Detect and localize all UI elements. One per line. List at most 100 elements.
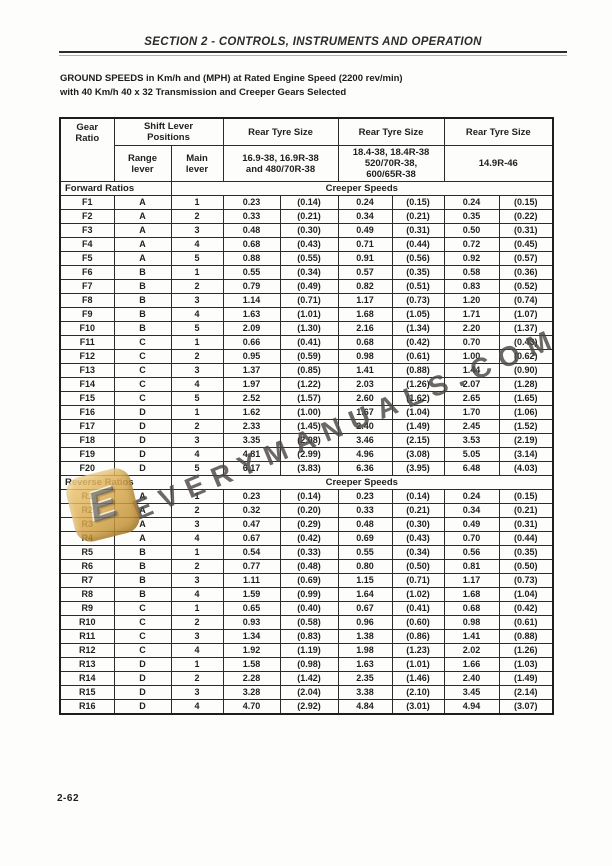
kmh-cell: 6.36 — [337, 461, 393, 476]
range-cell: C — [113, 629, 172, 644]
mph-cell: (0.61) — [391, 349, 445, 364]
main-cell: 1 — [170, 195, 224, 210]
kmh-cell: 0.33 — [337, 503, 393, 518]
mph-cell: (0.86) — [391, 629, 445, 644]
gear-cell: R5 — [59, 545, 115, 560]
forward-rows-body: F1 A 1 0.23 (0.14) 0.24 (0.15) 0.24 (0.15) F2 A 2 0.… — [59, 195, 554, 476]
kmh-cell: 0.81 — [443, 559, 500, 574]
main-cell: 1 — [170, 657, 224, 672]
mph-cell: (0.51) — [391, 279, 445, 294]
main-cell: 3 — [170, 433, 224, 448]
mph-cell: (1.03) — [498, 657, 554, 672]
range-cell: D — [113, 447, 172, 462]
gear-cell: F11 — [59, 335, 115, 350]
rear-tyre-size-header-1: Rear Tyre Size — [222, 117, 339, 146]
mph-cell: (1.49) — [498, 671, 554, 686]
kmh-cell: 3.53 — [443, 433, 500, 448]
kmh-cell: 0.98 — [337, 349, 393, 364]
mph-cell: (1.34) — [391, 321, 445, 336]
reverse-table-row: R5 B 1 0.54 (0.33) 0.55 (0.34) 0.56 (0.35) — [59, 545, 554, 560]
mph-cell: (3.07) — [498, 699, 554, 715]
mph-cell: (1.57) — [279, 391, 339, 406]
kmh-cell: 6.48 — [443, 461, 500, 476]
gear-cell: F1 — [59, 195, 115, 210]
reverse-table-row: R12 C 4 1.92 (1.19) 1.98 (1.23) 2.02 (1.26) — [59, 643, 554, 658]
main-cell: 3 — [170, 573, 224, 588]
kmh-cell: 3.28 — [222, 685, 281, 700]
mph-cell: (3.14) — [498, 447, 554, 462]
kmh-cell: 0.92 — [443, 251, 500, 266]
kmh-cell: 2.40 — [443, 671, 500, 686]
mph-cell: (1.46) — [391, 671, 445, 686]
main-cell: 2 — [170, 209, 224, 224]
creeper-speeds-label-forward: Creeper Speeds — [170, 181, 554, 196]
kmh-cell: 2.09 — [222, 321, 281, 336]
reverse-table-row: R15 D 3 3.28 (2.04) 3.38 (2.10) 3.45 (2.14) — [59, 685, 554, 700]
kmh-cell: 1.97 — [222, 377, 281, 392]
kmh-cell: 4.96 — [337, 447, 393, 462]
gear-ratio-header: Gear Ratio — [59, 117, 115, 182]
gear-cell: F18 — [59, 433, 115, 448]
gear-cell: R10 — [59, 615, 115, 630]
mph-cell: (0.21) — [391, 503, 445, 518]
range-cell: D — [113, 657, 172, 672]
range-cell: C — [113, 391, 172, 406]
forward-table-row: F14 C 4 1.97 (1.22) 2.03 (1.26) 2.07 (1.28) — [59, 377, 554, 392]
mph-cell: (0.34) — [391, 545, 445, 560]
mph-cell: (0.15) — [391, 195, 445, 210]
kmh-cell: 3.38 — [337, 685, 393, 700]
kmh-cell: 1.15 — [337, 573, 393, 588]
mph-cell: (1.01) — [391, 657, 445, 672]
kmh-cell: 1.41 — [337, 363, 393, 378]
mph-cell: (1.07) — [498, 307, 554, 322]
range-cell: B — [113, 321, 172, 336]
mph-cell: (0.69) — [279, 573, 339, 588]
main-cell: 3 — [170, 685, 224, 700]
main-cell: 4 — [170, 531, 224, 546]
mph-cell: (0.14) — [279, 489, 339, 504]
kmh-cell: 2.33 — [222, 419, 281, 434]
gear-cell: F3 — [59, 223, 115, 238]
reverse-table-row: R13 D 1 1.58 (0.98) 1.63 (1.01) 1.66 (1.03) — [59, 657, 554, 672]
title-line-1: GROUND SPEEDS in Km/h and (MPH) at Rated… — [60, 73, 403, 84]
main-cell: 1 — [170, 601, 224, 616]
mph-cell: (0.44) — [391, 237, 445, 252]
range-cell: D — [113, 419, 172, 434]
forward-table-row: F16 D 1 1.62 (1.00) 1.67 (1.04) 1.70 (1.06) — [59, 405, 554, 420]
mph-cell: (0.42) — [391, 335, 445, 350]
main-cell: 1 — [170, 545, 224, 560]
gear-cell: F13 — [59, 363, 115, 378]
kmh-cell: 2.20 — [443, 321, 500, 336]
kmh-cell: 0.93 — [222, 615, 281, 630]
kmh-cell: 1.34 — [222, 629, 281, 644]
mph-cell: (1.19) — [279, 643, 339, 658]
main-cell: 4 — [170, 699, 224, 715]
forward-table-row: F2 A 2 0.33 (0.21) 0.34 (0.21) 0.35 (0.22) — [59, 209, 554, 224]
mph-cell: (0.33) — [279, 545, 339, 560]
header-row-2: Range lever Main lever 16.9-38, 16.9R-38… — [60, 145, 554, 182]
mph-cell: (2.10) — [391, 685, 445, 700]
mph-cell: (0.56) — [391, 251, 445, 266]
kmh-cell: 0.98 — [443, 615, 500, 630]
gear-cell: R12 — [59, 643, 115, 658]
range-cell: C — [113, 615, 172, 630]
gear-cell: F10 — [59, 321, 115, 336]
header-row-1: Gear Ratio Shift Lever Positions Rear Ty… — [59, 117, 554, 182]
mph-cell: (1.06) — [498, 405, 554, 420]
main-cell: 1 — [170, 265, 224, 280]
kmh-cell: 1.20 — [443, 293, 500, 308]
kmh-cell: 1.17 — [443, 573, 500, 588]
forward-table-row: F7 B 2 0.79 (0.49) 0.82 (0.51) 0.83 (0.52) — [59, 279, 554, 294]
forward-table-row: F13 C 3 1.37 (0.85) 1.41 (0.88) 1.44 (0.90) — [59, 363, 554, 378]
kmh-cell: 0.35 — [443, 209, 500, 224]
kmh-cell: 1.70 — [443, 405, 500, 420]
gear-cell: F8 — [59, 293, 115, 308]
kmh-cell: 0.66 — [222, 335, 281, 350]
kmh-cell: 0.69 — [337, 531, 393, 546]
range-cell: B — [113, 559, 172, 574]
range-cell: B — [113, 545, 172, 560]
mph-cell: (0.30) — [391, 517, 445, 532]
mph-cell: (0.31) — [391, 223, 445, 238]
forward-ratios-label: Forward Ratios — [59, 181, 172, 196]
mph-cell: (1.49) — [391, 419, 445, 434]
